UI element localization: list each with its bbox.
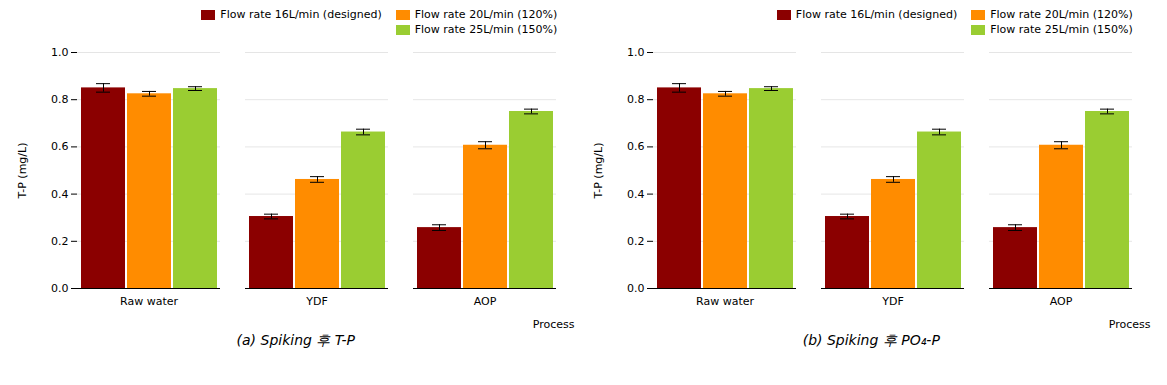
svg-text:0.8: 0.8: [51, 93, 69, 106]
svg-text:0.6: 0.6: [51, 140, 69, 153]
svg-text:T-P (mg/L): T-P (mg/L): [592, 143, 605, 200]
svg-text:AOP: AOP: [474, 295, 497, 308]
svg-text:0.6: 0.6: [627, 140, 645, 153]
svg-text:Process: Process: [1109, 318, 1151, 331]
svg-text:1.0: 1.0: [627, 46, 645, 59]
svg-text:YDF: YDF: [881, 295, 904, 308]
svg-text:Raw water: Raw water: [120, 295, 178, 308]
svg-text:YDF: YDF: [305, 295, 328, 308]
svg-text:0.0: 0.0: [627, 282, 645, 295]
html-text:Flow rate 25L/min (150%): Flow rate 25L/min (150%): [990, 23, 1133, 36]
svg-text:AOP: AOP: [1049, 295, 1072, 308]
html-text:Flow rate 20L/min (120%): Flow rate 20L/min (120%): [990, 8, 1133, 21]
html-text:Flow rate 25L/min (150%): Flow rate 25L/min (150%): [414, 23, 558, 36]
svg-text:0.8: 0.8: [627, 93, 645, 106]
html-text:Flow rate 16L/min (designed): Flow rate 16L/min (designed): [220, 8, 382, 21]
svg-text:Process: Process: [533, 318, 575, 331]
svg-text:0.0: 0.0: [51, 282, 69, 295]
svg-text:0.4: 0.4: [51, 188, 69, 201]
svg-text:0.2: 0.2: [51, 235, 69, 248]
html-text:(b) Spiking 후 PO₄-P: (b) Spiking 후 PO₄-P: [802, 332, 940, 348]
svg-text:0.4: 0.4: [627, 188, 645, 201]
html-text:Flow rate 16L/min (designed): Flow rate 16L/min (designed): [795, 8, 958, 21]
svg-text:1.0: 1.0: [51, 46, 69, 59]
svg-text:Raw water: Raw water: [696, 295, 754, 308]
html-text:(a) Spiking 후 T-P: (a) Spiking 후 T-P: [236, 332, 355, 348]
svg-text:T-P (mg/L): T-P (mg/L): [17, 143, 30, 200]
svg-text:0.2: 0.2: [627, 235, 645, 248]
html-text:Flow rate 20L/min (120%): Flow rate 20L/min (120%): [414, 8, 558, 21]
